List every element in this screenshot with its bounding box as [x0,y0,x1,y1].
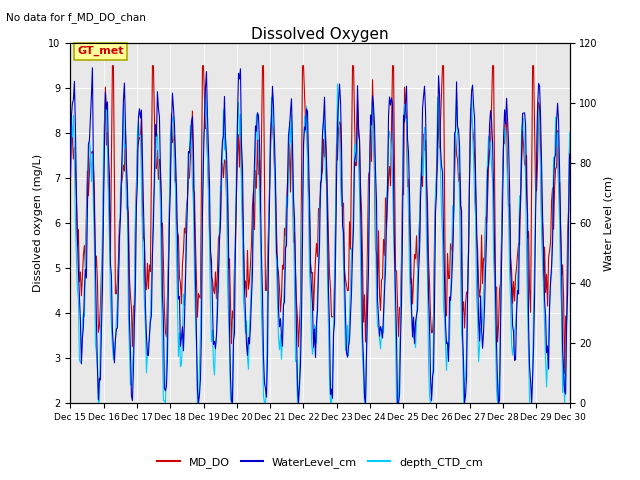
Text: GT_met: GT_met [77,46,124,56]
Y-axis label: Dissolved oxygen (mg/L): Dissolved oxygen (mg/L) [33,154,43,292]
Title: Dissolved Oxygen: Dissolved Oxygen [251,27,389,42]
Legend: MD_DO, WaterLevel_cm, depth_CTD_cm: MD_DO, WaterLevel_cm, depth_CTD_cm [153,452,487,472]
Y-axis label: Water Level (cm): Water Level (cm) [604,176,613,271]
Text: No data for f_MD_DO_chan: No data for f_MD_DO_chan [6,12,147,23]
